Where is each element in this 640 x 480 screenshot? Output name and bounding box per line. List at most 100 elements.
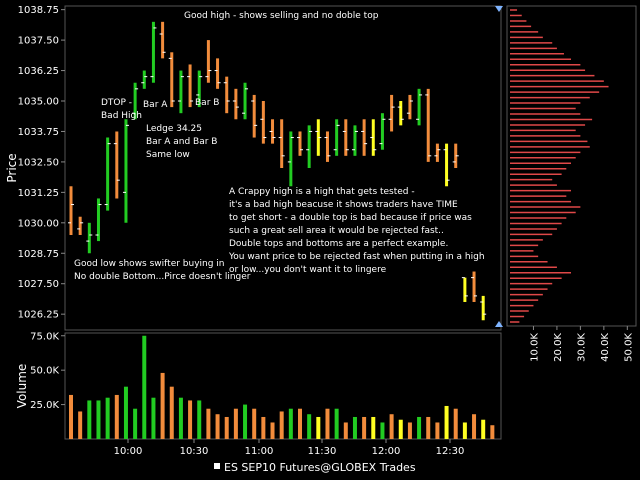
volume-profile-tick-label: 30.0K (576, 333, 587, 362)
annotation-good-high: Good high - shows selling and no doble t… (184, 11, 379, 21)
price-bar (141, 70, 148, 89)
price-bar (315, 119, 322, 156)
volume-bar (316, 416, 321, 439)
volume-bar (462, 422, 467, 439)
annotation-dtop: DTOP - (101, 98, 132, 108)
volume-bar (96, 400, 101, 439)
volume-bar (490, 425, 495, 439)
price-bar (77, 216, 84, 235)
price-tick-label: 1038.75 (18, 5, 59, 16)
price-bar (379, 113, 386, 150)
annotation-ledge-bars: Bar A and Bar B (146, 137, 218, 147)
volume-tick-label: 75.0K (30, 331, 59, 342)
volume-profile-tick-label: 40.0K (600, 333, 611, 362)
volume-bar (197, 400, 202, 439)
price-bar (297, 131, 303, 156)
annotations: Good high - shows selling and no doble t… (74, 11, 485, 282)
volume-profile-frame (506, 5, 637, 327)
volume-bar (288, 408, 293, 439)
price-tick-label: 1027.50 (18, 279, 59, 290)
price-bar (324, 131, 331, 162)
legend-swatch (214, 463, 220, 469)
time-axis: 10:00 10:30 11:00 11:30 12:00 12:30 (114, 439, 465, 457)
price-tick-label: 1031.25 (18, 188, 59, 199)
price-bar (168, 52, 175, 108)
price-bar (214, 58, 221, 89)
price-bar (132, 82, 139, 120)
price-bars (68, 21, 487, 321)
annotation-no-double-bottom: No double Bottom...Pirce doesn't linger (74, 272, 251, 282)
scroll-up-icon[interactable] (495, 6, 503, 12)
volume-bar (78, 411, 83, 439)
price-bar (388, 94, 395, 132)
volume-profile-tick-label: 20.0K (553, 333, 564, 362)
volume-bar (270, 422, 275, 439)
price-bar (351, 125, 358, 156)
volume-bar (298, 408, 302, 439)
price-bar (480, 295, 487, 321)
volume-bar (407, 422, 412, 439)
price-axis: 1038.75 1037.50 1036.25 1035.00 1033.75 1032.… (18, 5, 65, 321)
price-tick-label: 1028.75 (18, 249, 59, 260)
volume-bar (389, 414, 394, 439)
price-bar (370, 119, 377, 156)
price-bar (361, 119, 368, 156)
price-bar (68, 186, 74, 235)
volume-tick-label: 25.0K (30, 400, 59, 411)
volume-bar (215, 414, 220, 439)
price-bar (260, 101, 267, 144)
price-tick-label: 1026.25 (18, 310, 59, 321)
annotation-bar-a: Bar A (143, 100, 168, 110)
volume-profile-tick-label: 50.0K (623, 333, 634, 362)
time-tick-label: 12:30 (436, 446, 465, 457)
price-bar (287, 131, 294, 187)
price-tick-label: 1035.00 (18, 97, 59, 108)
annotation-same-low: Same low (146, 150, 190, 160)
price-bar (471, 271, 478, 302)
volume-bar (87, 400, 92, 439)
price-axis-title: Price (5, 153, 19, 182)
volume-bar (417, 416, 422, 439)
volume-bar (169, 386, 174, 439)
price-bar (159, 21, 166, 59)
price-bar (205, 40, 212, 83)
annotation-good-low: Good low shows swifter buying in (74, 259, 225, 269)
volume-profile-axis: 10.0K 20.0K 30.0K 40.0K 50.0K (529, 326, 634, 362)
volume-bar (224, 416, 229, 439)
price-tick-label: 1036.25 (18, 66, 59, 77)
annotation-crappy-6: You want price to be rejected fast when … (228, 252, 485, 262)
price-bar (278, 119, 285, 168)
volume-bar (472, 414, 477, 439)
price-bar (425, 88, 432, 162)
volume-tick-label: 50.0K (30, 366, 59, 377)
price-bar (342, 119, 349, 156)
price-tick-label: 1037.50 (18, 36, 59, 47)
price-bar (443, 143, 450, 187)
annotation-bar-b: Bar B (195, 98, 219, 108)
price-bar (223, 76, 230, 114)
price-bar (269, 119, 276, 144)
annotation-crappy-5: Double tops and bottoms are a perfect ex… (229, 239, 448, 249)
price-bar (416, 88, 423, 126)
price-bar (95, 198, 102, 242)
volume-bar (279, 411, 284, 439)
price-bar (406, 94, 413, 120)
volume-bar (142, 335, 147, 439)
scroll-down-icon[interactable] (495, 321, 503, 327)
volume-bar (352, 416, 357, 439)
volume-bar (343, 422, 348, 439)
volume-axis: 75.0K 50.0K 25.0K (30, 331, 65, 411)
price-bar (232, 88, 239, 120)
annotation-crappy-1: A Crappy high is a high that gets tested… (229, 187, 415, 197)
price-tick-label: 1030.00 (18, 218, 59, 229)
annotation-bad-high: Bad High (101, 111, 142, 121)
volume-bar (325, 408, 330, 439)
price-bar (306, 125, 313, 168)
time-tick-label: 10:00 (114, 446, 143, 457)
price-bar (177, 70, 184, 114)
price-bar (434, 143, 441, 162)
time-tick-label: 10:30 (180, 446, 209, 457)
volume-bar (362, 416, 367, 439)
price-bar (461, 277, 468, 302)
